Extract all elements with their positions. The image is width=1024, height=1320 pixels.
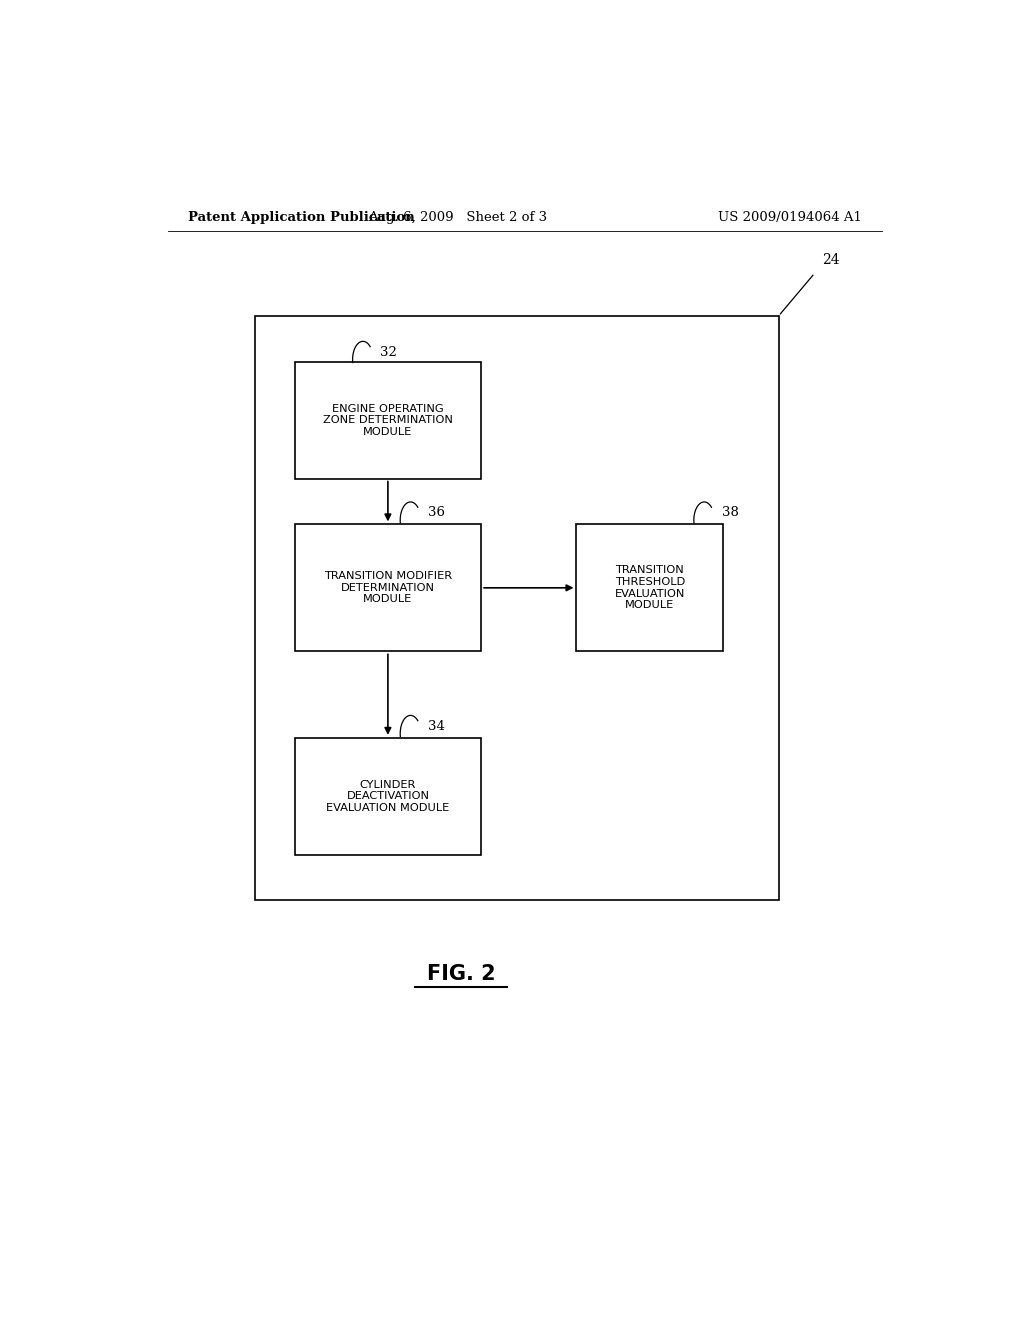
Text: ENGINE OPERATING
ZONE DETERMINATION
MODULE: ENGINE OPERATING ZONE DETERMINATION MODU… [323, 404, 453, 437]
Text: CYLINDER
DEACTIVATION
EVALUATION MODULE: CYLINDER DEACTIVATION EVALUATION MODULE [327, 780, 450, 813]
Text: 24: 24 [822, 253, 840, 267]
Text: 32: 32 [380, 346, 397, 359]
Bar [295, 524, 481, 651]
Text: FIG. 2: FIG. 2 [427, 964, 496, 983]
Bar [255, 315, 779, 900]
Text: 38: 38 [722, 507, 738, 519]
Bar [295, 362, 481, 479]
Text: Aug. 6, 2009   Sheet 2 of 3: Aug. 6, 2009 Sheet 2 of 3 [368, 211, 547, 224]
Text: TRANSITION
THRESHOLD
EVALUATION
MODULE: TRANSITION THRESHOLD EVALUATION MODULE [614, 565, 685, 610]
Bar [577, 524, 723, 651]
Text: Patent Application Publication: Patent Application Publication [187, 211, 415, 224]
Bar [295, 738, 481, 854]
Text: US 2009/0194064 A1: US 2009/0194064 A1 [718, 211, 862, 224]
Text: 36: 36 [428, 507, 445, 519]
Text: 34: 34 [428, 719, 444, 733]
Text: TRANSITION MODIFIER
DETERMINATION
MODULE: TRANSITION MODIFIER DETERMINATION MODULE [324, 572, 452, 605]
